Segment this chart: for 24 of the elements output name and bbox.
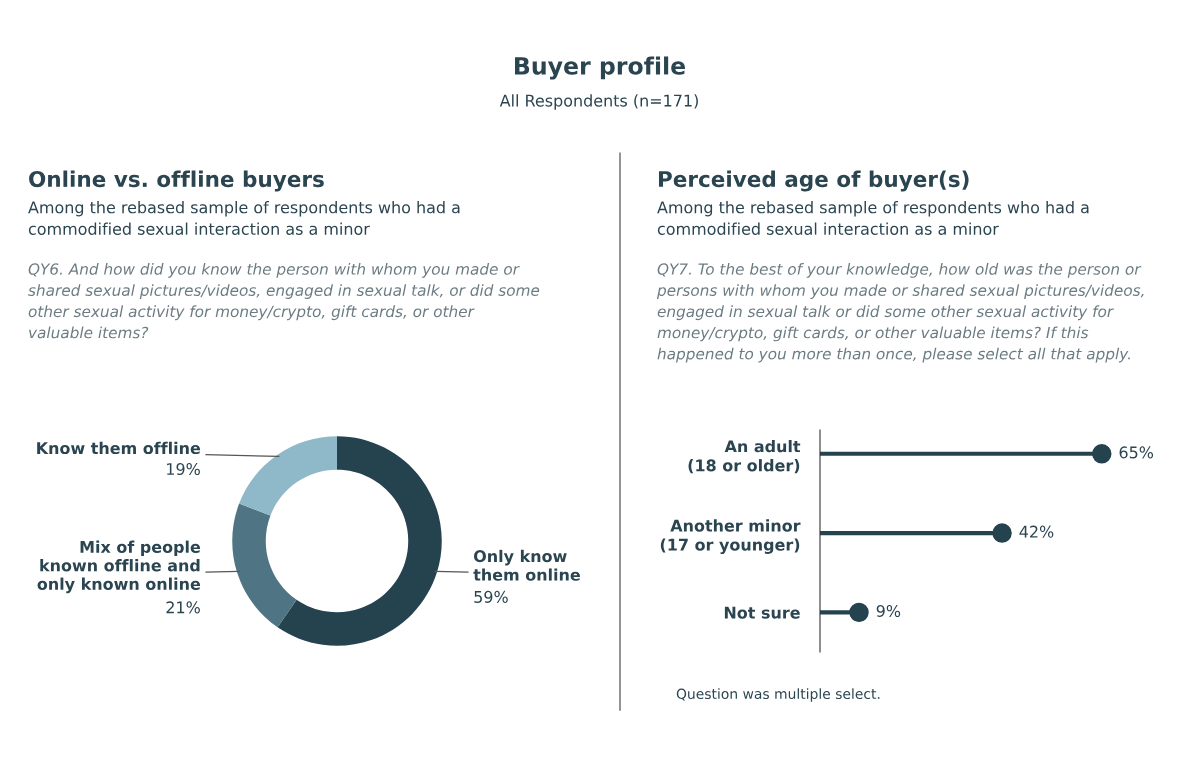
data-label: 19% (167, 462, 200, 476)
data-label: 59% (474, 590, 508, 603)
chart-subtitle: Among the rebased sample of respondents who had a commodified sexual interaction as a minor (28, 201, 460, 235)
donut-slice (232, 503, 297, 628)
chart-subtitle: Among the rebased sample of respondents who had a commodified sexual interaction as a minor (657, 201, 1089, 235)
data-label: 65% (1119, 446, 1154, 459)
data-label: 9% (876, 604, 901, 617)
y-tick-label: Not sure (724, 606, 800, 619)
y-tick-label: An adult (18 or older) (688, 439, 801, 474)
text: QY6. And how did you know the person with whom you made or shared sexual pictures/videos, engaged in sexual talk, or did some other sexual activity for money/crypto, gift cards, or other valuable items? (28, 263, 540, 339)
text: Buyer profile (515, 56, 686, 80)
text: QY7. To the best of your knowledge, how old was the person or persons with whom you made or shared sexual pictures/videos, engaged in sexual talk or did some other sexual activity for money/crypto, gift cards, or other valuable items? If this happened to you more than once, please select all that apply. (656, 263, 1144, 363)
donut-slice (239, 436, 337, 516)
chart-title: Perceived age of buyer(s) (658, 170, 969, 192)
slice-label: Know them offline (37, 441, 201, 455)
y-tick-label: Another minor (17 or younger) (660, 519, 801, 554)
text: All Respondents (n=171) (499, 94, 698, 110)
slice-label: Only know them online (473, 549, 580, 581)
chart-title: Online vs. offline buyers (29, 170, 324, 192)
slice-label: Mix of people known offline and only known online (37, 540, 201, 594)
text: Question was multiple select. (676, 688, 880, 702)
data-label: 21% (166, 601, 200, 614)
donut-slice (277, 436, 442, 646)
data-label: 42% (1019, 525, 1054, 538)
